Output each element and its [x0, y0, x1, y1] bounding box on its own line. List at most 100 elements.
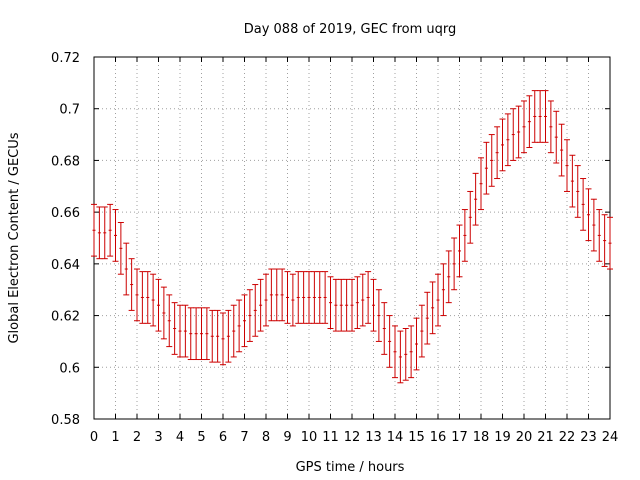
- data-point: [569, 154, 576, 208]
- data-point: [590, 198, 597, 252]
- x-tick-label: 19: [494, 430, 511, 445]
- data-point: [289, 273, 296, 327]
- data-point: [150, 273, 157, 327]
- x-axis-label: GPS time / hours: [296, 460, 405, 475]
- data-point: [504, 113, 511, 167]
- data-point: [209, 309, 216, 363]
- x-tick-label: 15: [408, 430, 425, 445]
- data-point: [268, 268, 275, 322]
- data-point: [445, 250, 452, 304]
- x-tick-label: 2: [133, 430, 141, 445]
- data-point: [279, 268, 286, 322]
- data-point: [510, 108, 517, 161]
- data-point: [375, 289, 382, 342]
- data-point: [107, 203, 114, 257]
- data-point: [483, 141, 490, 195]
- data-point: [402, 328, 409, 381]
- data-point: [526, 95, 533, 148]
- data-point: [220, 312, 226, 366]
- x-tick-label: 9: [283, 430, 291, 445]
- data-point: [381, 302, 388, 355]
- data-point: [182, 304, 189, 358]
- x-tick-label: 12: [344, 430, 361, 445]
- data-point: [531, 90, 538, 143]
- data-point: [338, 278, 345, 332]
- data-point: [413, 317, 420, 371]
- x-tick-label: 16: [430, 430, 447, 445]
- chart-title: Day 088 of 2019, GEC from uqrg: [244, 22, 457, 37]
- x-tick-label: 4: [176, 430, 184, 445]
- data-point: [547, 100, 554, 154]
- y-tick-labels: 0.58 0.6 0.62 0.64 0.66 0.68 0.7 0.72: [51, 51, 80, 428]
- x-tick-label: 0: [90, 430, 98, 445]
- data-point: [478, 157, 484, 211]
- data-point: [139, 271, 146, 324]
- data-point: [263, 273, 269, 327]
- x-tick-label: 13: [365, 430, 382, 445]
- x-tick-label: 22: [559, 430, 576, 445]
- data-point: [435, 273, 441, 327]
- data-point: [580, 178, 587, 231]
- data-point: [134, 268, 140, 322]
- y-tick-label: 0.66: [51, 206, 80, 221]
- data-point: [354, 276, 361, 329]
- data-point: [311, 271, 318, 324]
- x-tick-label: 8: [262, 430, 270, 445]
- data-point: [542, 90, 549, 143]
- data-point: [112, 209, 119, 262]
- y-tick-label: 0.72: [51, 51, 80, 66]
- y-tick-label: 0.68: [51, 154, 80, 169]
- data-point: [408, 325, 415, 379]
- data-point: [461, 209, 468, 262]
- gec-series: [91, 90, 613, 384]
- data-point: [574, 165, 581, 218]
- y-tick-label: 0.58: [51, 413, 80, 428]
- data-point: [359, 273, 366, 327]
- x-tick-label: 1: [111, 430, 119, 445]
- data-point: [241, 294, 248, 348]
- data-point: [456, 224, 463, 278]
- data-point: [424, 291, 431, 345]
- data-point: [564, 139, 570, 192]
- data-point: [193, 307, 200, 361]
- data-point: [440, 263, 447, 317]
- data-point: [246, 289, 253, 342]
- data-point: [214, 309, 221, 363]
- data-point: [295, 271, 302, 324]
- x-tick-label: 21: [537, 430, 554, 445]
- data-point: [128, 258, 135, 311]
- data-point: [494, 126, 501, 180]
- x-tick-label: 10: [301, 430, 318, 445]
- data-point: [472, 172, 479, 226]
- data-point: [284, 271, 291, 324]
- data-point: [160, 286, 167, 340]
- x-tick-label: 5: [197, 430, 205, 445]
- data-point: [343, 278, 350, 332]
- y-axis-label: Global Electron Content / GECUs: [7, 132, 22, 343]
- data-point: [397, 330, 404, 384]
- data-point: [327, 276, 334, 329]
- y-tick-label: 0.64: [51, 258, 80, 273]
- ticks: [93, 56, 611, 420]
- data-point: [322, 271, 329, 324]
- data-point: [96, 206, 103, 260]
- x-tick-label: 24: [602, 430, 619, 445]
- data-point: [558, 123, 565, 177]
- data-point: [429, 281, 436, 335]
- x-tick-labels: 0 1 2 3 4 5 6 7 8 9 10 11 12 13 14 15 16 17 18 19 20 21 22 23 24: [90, 430, 618, 445]
- y-tick-label: 0.7: [59, 103, 80, 118]
- data-point: [488, 134, 495, 187]
- data-point: [123, 242, 130, 296]
- data-point: [392, 325, 398, 379]
- data-point: [225, 309, 232, 363]
- data-point: [187, 307, 194, 361]
- data-point: [177, 304, 183, 358]
- x-tick-label: 20: [516, 430, 533, 445]
- x-tick-label: 17: [451, 430, 468, 445]
- data-point: [553, 110, 560, 164]
- y-tick-label: 0.6: [59, 361, 80, 376]
- x-tick-label: 18: [473, 430, 490, 445]
- data-point: [499, 118, 506, 172]
